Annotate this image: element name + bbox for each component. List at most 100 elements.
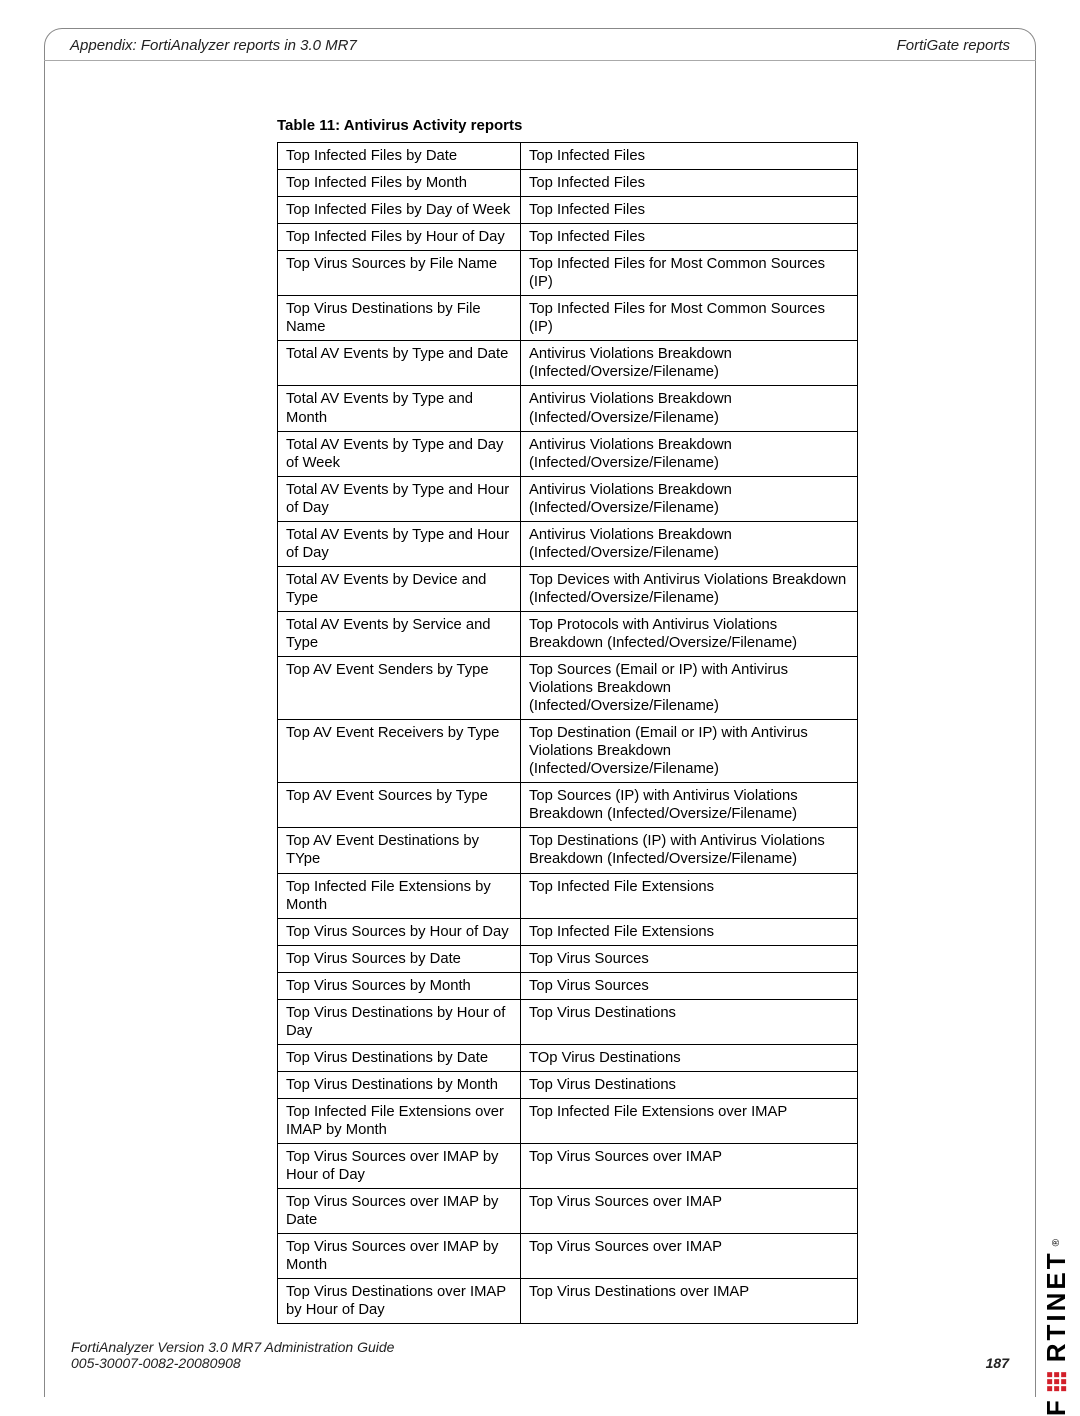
table-cell: Top Virus Sources by Month: [278, 972, 521, 999]
table-row: Top Virus Sources over IMAP by DateTop V…: [278, 1189, 858, 1234]
report-table: Top Infected Files by DateTop Infected F…: [277, 142, 858, 1324]
table-row: Top Virus Sources by MonthTop Virus Sour…: [278, 972, 858, 999]
brand-registered-icon: ®: [1051, 1239, 1062, 1246]
table-cell: Antivirus Violations Breakdown (Infected…: [521, 431, 858, 476]
table-cell: Top Virus Sources by File Name: [278, 251, 521, 296]
page-footer: FortiAnalyzer Version 3.0 MR7 Administra…: [71, 1339, 1009, 1371]
table-cell: Top Virus Destinations by Date: [278, 1044, 521, 1071]
table-row: Top Virus Destinations by Hour of DayTop…: [278, 999, 858, 1044]
table-cell: Top Infected File Extensions: [521, 873, 858, 918]
table-cell: Total AV Events by Service and Type: [278, 611, 521, 656]
table-cell: Top Virus Destinations over IMAP: [521, 1279, 858, 1324]
table-row: Top Virus Sources over IMAP by Hour of D…: [278, 1144, 858, 1189]
table-cell: Top AV Event Destinations by TYpe: [278, 828, 521, 873]
table-cell: Top Virus Destinations: [521, 1071, 858, 1098]
table-row: Top Infected Files by Hour of DayTop Inf…: [278, 224, 858, 251]
table-cell: Top Sources (Email or IP) with Antivirus…: [521, 657, 858, 720]
table-cell: Total AV Events by Type and Hour of Day: [278, 476, 521, 521]
table-cell: Total AV Events by Type and Day of Week: [278, 431, 521, 476]
table-cell: Antivirus Violations Breakdown (Infected…: [521, 386, 858, 431]
brand-logo: F RTINET ®: [1041, 1239, 1072, 1416]
table-cell: Top Infected Files: [521, 224, 858, 251]
table-row: Top AV Event Destinations by TYpeTop Des…: [278, 828, 858, 873]
table-cell: Top Infected Files by Date: [278, 143, 521, 170]
table-cell: Antivirus Violations Breakdown (Infected…: [521, 476, 858, 521]
footer-page-number: 187: [986, 1355, 1009, 1371]
table-row: Total AV Events by Type and Hour of DayA…: [278, 521, 858, 566]
table-cell: Top Virus Destinations by File Name: [278, 296, 521, 341]
table-cell: Top Virus Sources: [521, 945, 858, 972]
table-cell: Top Virus Sources by Hour of Day: [278, 918, 521, 945]
table-cell: Top Virus Sources over IMAP: [521, 1234, 858, 1279]
table-cell: Top Virus Sources over IMAP by Month: [278, 1234, 521, 1279]
table-row: Top Virus Sources by Hour of DayTop Infe…: [278, 918, 858, 945]
table-cell: Top Infected File Extensions by Month: [278, 873, 521, 918]
page-frame: Appendix: FortiAnalyzer reports in 3.0 M…: [44, 28, 1036, 1397]
table-cell: Total AV Events by Type and Hour of Day: [278, 521, 521, 566]
table-cell: Top Infected Files by Day of Week: [278, 197, 521, 224]
table-row: Top Virus Sources over IMAP by MonthTop …: [278, 1234, 858, 1279]
table-row: Top Virus Destinations over IMAP by Hour…: [278, 1279, 858, 1324]
page-header: Appendix: FortiAnalyzer reports in 3.0 M…: [44, 35, 1036, 61]
footer-title: FortiAnalyzer Version 3.0 MR7 Administra…: [71, 1339, 1009, 1355]
table-row: Top Infected Files by MonthTop Infected …: [278, 170, 858, 197]
table-cell: Top Virus Sources over IMAP: [521, 1189, 858, 1234]
table-cell: Top Virus Sources by Date: [278, 945, 521, 972]
table-cell: Top Destination (Email or IP) with Antiv…: [521, 720, 858, 783]
table-cell: Total AV Events by Device and Type: [278, 566, 521, 611]
table-cell: Total AV Events by Type and Month: [278, 386, 521, 431]
table-cell: Top Virus Sources over IMAP by Date: [278, 1189, 521, 1234]
table-row: Top Infected Files by DateTop Infected F…: [278, 143, 858, 170]
table-row: Top Virus Destinations by MonthTop Virus…: [278, 1071, 858, 1098]
table-cell: Total AV Events by Type and Date: [278, 341, 521, 386]
table-row: Top Infected File Extensions by MonthTop…: [278, 873, 858, 918]
table-row: Total AV Events by Service and TypeTop P…: [278, 611, 858, 656]
table-cell: Top Virus Sources over IMAP by Hour of D…: [278, 1144, 521, 1189]
table-cell: Top AV Event Senders by Type: [278, 657, 521, 720]
table-cell: Top Infected Files for Most Common Sourc…: [521, 296, 858, 341]
table-cell: Top Virus Destinations by Month: [278, 1071, 521, 1098]
header-left: Appendix: FortiAnalyzer reports in 3.0 M…: [70, 37, 357, 54]
brand-rest: RTINET: [1041, 1250, 1072, 1362]
table-row: Top Virus Sources by DateTop Virus Sourc…: [278, 945, 858, 972]
table-cell: Top Infected File Extensions over IMAP b…: [278, 1098, 521, 1143]
table-cell: Top Virus Sources: [521, 972, 858, 999]
table-row: Total AV Events by Type and DateAntiviru…: [278, 341, 858, 386]
table-row: Total AV Events by Type and Hour of DayA…: [278, 476, 858, 521]
table-cell: Top Virus Destinations over IMAP by Hour…: [278, 1279, 521, 1324]
table-row: Top AV Event Receivers by TypeTop Destin…: [278, 720, 858, 783]
table-cell: Top Infected Files: [521, 197, 858, 224]
table-cell: Top Sources (IP) with Antivirus Violatio…: [521, 783, 858, 828]
table-row: Total AV Events by Device and TypeTop De…: [278, 566, 858, 611]
table-row: Top AV Event Senders by TypeTop Sources …: [278, 657, 858, 720]
table-row: Total AV Events by Type and Day of WeekA…: [278, 431, 858, 476]
table-row: Top Virus Sources by File NameTop Infect…: [278, 251, 858, 296]
table-row: Top AV Event Sources by TypeTop Sources …: [278, 783, 858, 828]
table-row: Top Infected File Extensions over IMAP b…: [278, 1098, 858, 1143]
table-cell: Top Infected File Extensions: [521, 918, 858, 945]
table-cell: TOp Virus Destinations: [521, 1044, 858, 1071]
table-row: Total AV Events by Type and MonthAntivir…: [278, 386, 858, 431]
table-cell: Top Infected Files for Most Common Sourc…: [521, 251, 858, 296]
table-cell: Top Infected Files: [521, 170, 858, 197]
brand-letter-f: F: [1041, 1397, 1072, 1416]
table-caption: Table 11: Antivirus Activity reports: [277, 117, 1009, 134]
table-cell: Top Infected File Extensions over IMAP: [521, 1098, 858, 1143]
table-cell: Top Virus Sources over IMAP: [521, 1144, 858, 1189]
table-cell: Top Infected Files by Hour of Day: [278, 224, 521, 251]
content-area: Table 11: Antivirus Activity reports Top…: [45, 61, 1035, 1324]
table-row: Top Virus Destinations by File NameTop I…: [278, 296, 858, 341]
table-row: Top Infected Files by Day of WeekTop Inf…: [278, 197, 858, 224]
table-cell: Top Devices with Antivirus Violations Br…: [521, 566, 858, 611]
table-cell: Top Infected Files: [521, 143, 858, 170]
brand-dots-icon: [1047, 1372, 1066, 1391]
table-cell: Top AV Event Receivers by Type: [278, 720, 521, 783]
table-cell: Antivirus Violations Breakdown (Infected…: [521, 341, 858, 386]
footer-doc-id: 005-30007-0082-20080908: [71, 1355, 241, 1371]
header-right: FortiGate reports: [897, 37, 1010, 54]
table-cell: Top Infected Files by Month: [278, 170, 521, 197]
table-cell: Top Destinations (IP) with Antivirus Vio…: [521, 828, 858, 873]
table-cell: Top Virus Destinations: [521, 999, 858, 1044]
table-cell: Antivirus Violations Breakdown (Infected…: [521, 521, 858, 566]
table-row: Top Virus Destinations by DateTOp Virus …: [278, 1044, 858, 1071]
